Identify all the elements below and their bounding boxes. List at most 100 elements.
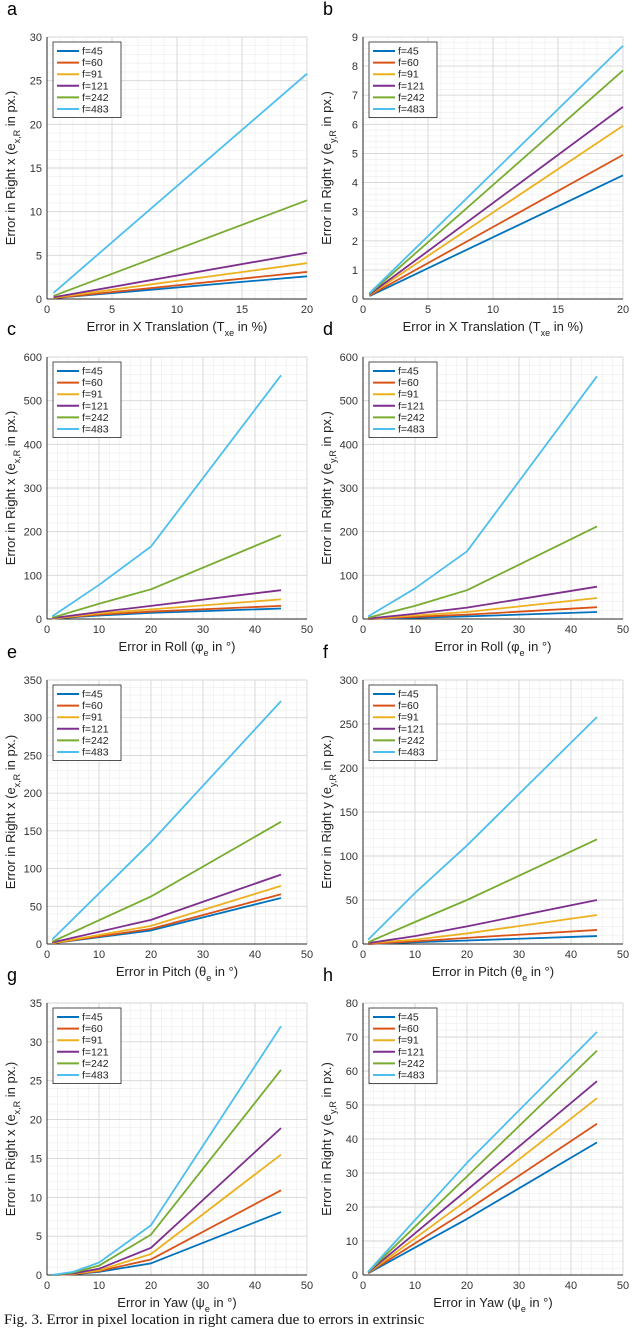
x-tick-label: 10: [409, 949, 421, 961]
y-tick-label: 600: [24, 352, 42, 364]
legend-label: f=483: [398, 747, 425, 759]
legend-label: f=60: [82, 377, 103, 389]
panel-g: 0 10 20 30 40 50 0 5 10 15 20 25 30 35 f=45f=60f=91f=1…: [3, 965, 313, 1314]
legend-label: f=91: [398, 389, 419, 401]
series-line-f-91: [368, 914, 598, 945]
x-tick-label: 20: [145, 949, 157, 961]
x-tick-label: 50: [617, 949, 629, 961]
series-line-f-60: [367, 1122, 598, 1274]
series-lines: [368, 45, 624, 297]
series-line-f-60: [52, 893, 282, 945]
series-lines: [51, 374, 282, 620]
y-axis-label: Error in Right y (ey,R in px.): [319, 411, 338, 565]
x-tick-label: 50: [617, 624, 629, 636]
panel-b: 0 5 10 15 20 0 1 2 3 4 5 6 7 8 9 f=45f=60f=91f=121f=242…: [319, 0, 629, 338]
y-tick-label: 100: [340, 851, 358, 863]
x-tick-label: 50: [301, 949, 313, 961]
legend-box: [368, 1007, 438, 1084]
y-tick-label: 30: [30, 32, 42, 44]
y-tick-label: 15: [30, 163, 42, 175]
legend-label: f=121: [82, 400, 109, 412]
legend-label: f=91: [398, 1035, 419, 1047]
panel-e: 0 10 20 30 40 50 0 50 100 150 200 250 300 350 f=45f=60…: [3, 642, 313, 983]
x-tick-label: 10: [93, 949, 105, 961]
series-line-f-91: [369, 125, 624, 296]
legend-label: f=242: [82, 92, 109, 104]
y-tick-label: 25: [30, 1076, 42, 1088]
legend-box: [52, 41, 122, 118]
series-lines: [52, 1025, 282, 1276]
x-tick-label: 30: [197, 624, 209, 636]
legend-label: f=242: [82, 412, 109, 424]
y-axis-label: Error in Right y (ey,R in px.): [319, 91, 338, 245]
y-tick-label: 150: [24, 826, 42, 838]
y-tick-label: 4: [352, 178, 358, 190]
series-line-f-60: [53, 271, 308, 300]
panel-letter: h: [323, 965, 333, 985]
series-line-f-60: [368, 929, 598, 945]
y-tick-label: 0: [36, 614, 42, 626]
legend-label: f=242: [398, 412, 425, 424]
y-axis-label: Error in Right x (ex,R in px.): [3, 1062, 22, 1216]
panel-letter: a: [7, 0, 18, 19]
legend-label: f=483: [82, 104, 109, 116]
series-line-f-483: [51, 700, 282, 941]
legend-label: f=91: [82, 69, 103, 81]
y-tick-label: 0: [36, 939, 42, 951]
legend-label: f=45: [398, 1012, 419, 1024]
y-tick-label: 0: [36, 294, 42, 306]
legend-label: f=242: [398, 735, 425, 747]
x-tick-label: 5: [109, 304, 115, 316]
x-axis-label: Error in Roll (φe in °): [119, 639, 236, 658]
y-tick-label: 5: [352, 148, 358, 160]
legend-label: f=91: [82, 712, 103, 724]
x-tick-label: 40: [565, 624, 577, 636]
legend-label: f=60: [82, 700, 103, 712]
series-line-f-483: [52, 1025, 282, 1276]
y-tick-label: 30: [346, 1168, 358, 1180]
y-tick-label: 0: [352, 614, 358, 626]
x-axis-label: Error in Pitch (θe in °): [432, 964, 554, 983]
series-lines: [367, 1031, 598, 1275]
series-line-f-242: [367, 838, 598, 944]
x-axis-label: Error in Pitch (θe in °): [116, 964, 238, 983]
series-lines: [51, 700, 282, 945]
x-tick-label: 50: [301, 1280, 313, 1292]
x-tick-label: 20: [145, 624, 157, 636]
y-tick-label: 400: [340, 439, 358, 451]
series-line-f-483: [51, 374, 282, 618]
x-tick-label: 5: [425, 304, 431, 316]
y-tick-label: 100: [24, 864, 42, 876]
x-axis-label: Error in Roll (φe in °): [435, 639, 552, 658]
series-line-f-483: [367, 716, 598, 941]
y-tick-label: 0: [36, 1270, 42, 1282]
y-tick-label: 100: [340, 570, 358, 582]
panel-a: 0 5 10 15 20 0 5 10 15 20 25 30 f=45f=60f=91f=121f=2…: [3, 0, 313, 338]
series-line-f-483: [368, 45, 624, 294]
legend-box: [52, 684, 122, 761]
x-tick-label: 10: [93, 624, 105, 636]
x-tick-label: 0: [360, 304, 366, 316]
legend-label: f=242: [82, 1058, 109, 1070]
y-tick-label: 9: [352, 32, 358, 44]
legend-label: f=60: [398, 377, 419, 389]
x-tick-label: 10: [93, 1280, 105, 1292]
y-tick-label: 200: [340, 527, 358, 539]
legend-label: f=242: [398, 1058, 425, 1070]
series-lines: [367, 716, 598, 945]
x-tick-label: 30: [197, 949, 209, 961]
y-tick-label: 200: [24, 788, 42, 800]
series-line-f-121: [367, 1080, 598, 1273]
y-tick-label: 35: [30, 998, 42, 1010]
y-tick-label: 0: [352, 1270, 358, 1282]
y-tick-label: 150: [340, 807, 358, 819]
series-line-f-242: [368, 69, 624, 295]
legend-label: f=121: [398, 80, 425, 92]
legend-label: f=45: [398, 689, 419, 701]
x-tick-label: 30: [513, 624, 525, 636]
